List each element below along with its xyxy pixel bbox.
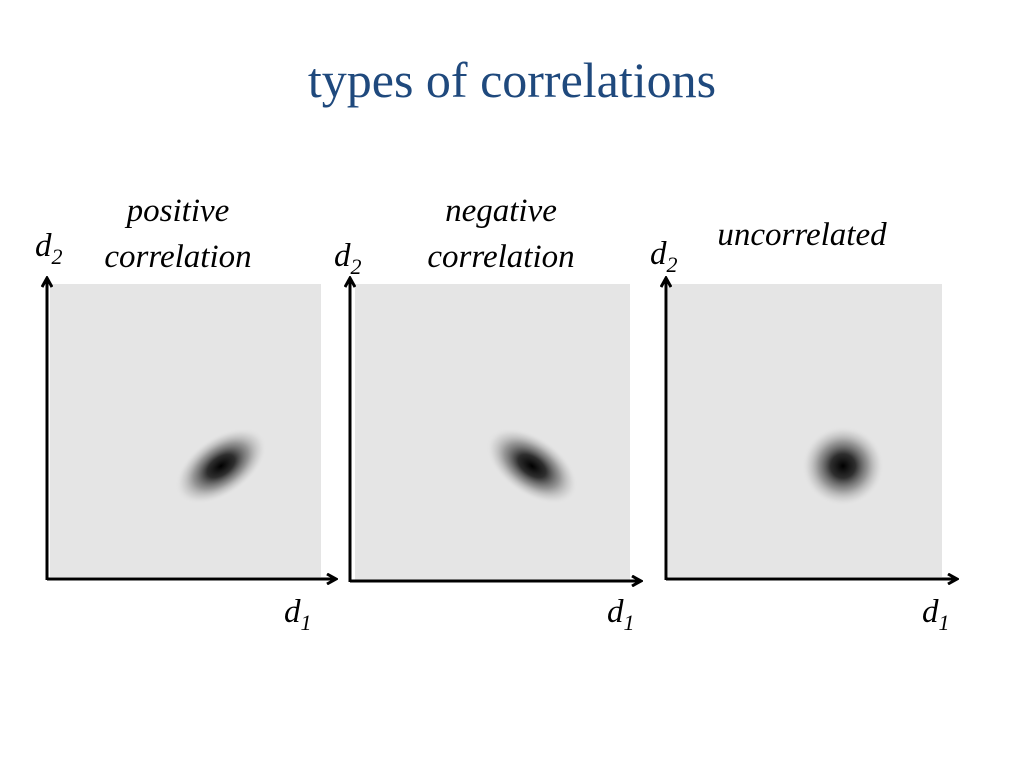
panel-uncorrelated-x-axis-label: d1 — [922, 594, 950, 635]
panel-positive — [47, 278, 336, 580]
panel-positive-label-line-2: correlation — [104, 239, 252, 275]
panel-negative-y-axis-label: d2 — [334, 238, 362, 279]
panel-uncorrelated-density-blob — [802, 426, 884, 506]
panel-uncorrelated-label: uncorrelated — [692, 212, 912, 258]
panel-negative-label: negative correlation — [401, 188, 601, 280]
panel-uncorrelated-y-axis-label: d2 — [650, 236, 678, 277]
panel-uncorrelated — [666, 278, 957, 580]
panel-negative-density-blob — [486, 427, 578, 505]
panel-positive-density-blob — [175, 427, 267, 505]
panel-negative — [350, 278, 641, 582]
panel-uncorrelated-label-line-1: uncorrelated — [717, 217, 887, 253]
panel-positive-x-axis-label: d1 — [284, 594, 312, 635]
panel-negative-x-axis-label: d1 — [607, 594, 635, 635]
panel-positive-label: positive correlation — [78, 188, 278, 280]
panel-positive-background — [50, 284, 321, 577]
panel-negative-background — [355, 284, 630, 580]
panel-positive-label-line-1: positive — [126, 193, 230, 229]
slide-title: types of correlations — [307, 52, 717, 108]
panel-positive-y-axis-label: d2 — [35, 228, 63, 269]
panel-negative-label-line-1: negative — [445, 193, 557, 229]
panel-negative-label-line-2: correlation — [427, 239, 575, 275]
panel-uncorrelated-background — [668, 284, 942, 577]
